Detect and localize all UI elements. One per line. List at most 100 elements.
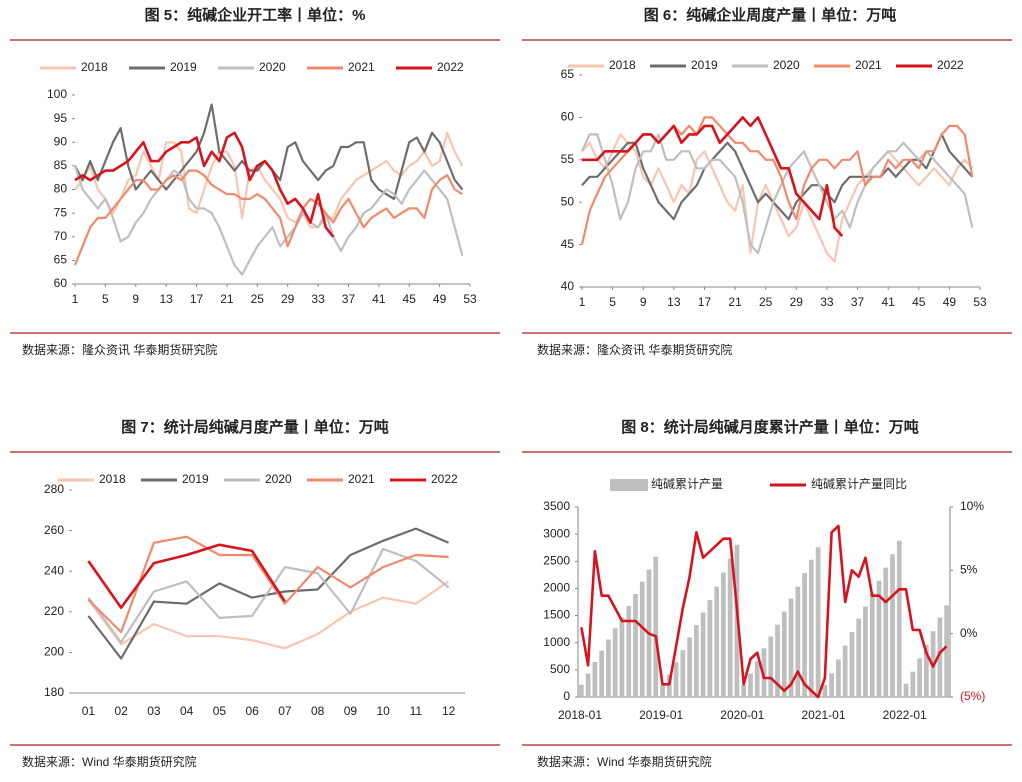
x-tick-label: 09 (344, 704, 358, 718)
bar (653, 556, 659, 697)
x-tick-label: 04 (180, 704, 194, 718)
x-tick-label: 53 (973, 295, 987, 309)
line (73, 169, 463, 266)
bar (626, 605, 632, 697)
legend-label: 2021 (855, 58, 882, 72)
bar (781, 611, 787, 697)
chart-title: 图 8：统计局纯碱月度累计产量丨单位：万吨 (621, 418, 919, 436)
legend-label: 纯碱累计产量同比 (811, 477, 907, 491)
bar (923, 644, 929, 697)
x-tick-label: 2019-01 (639, 708, 683, 722)
bar (795, 586, 801, 697)
bar (836, 659, 841, 697)
x-tick-label: 25 (759, 295, 773, 309)
legend-label: 2020 (265, 472, 292, 486)
bar (849, 632, 855, 697)
x-tick-label: 12 (442, 704, 456, 718)
y-tick-label: 65 (561, 67, 575, 81)
y-tick-label: 50 (561, 194, 575, 208)
x-tick-label: 2022-01 (883, 708, 927, 722)
y2-tick-label: 0% (960, 626, 978, 640)
x-tick-label: 07 (278, 704, 292, 718)
y-tick-label: 65 (54, 253, 68, 267)
bar (693, 625, 699, 697)
x-tick-label: 53 (463, 292, 477, 306)
bar (883, 567, 889, 697)
line (87, 535, 449, 634)
bar (910, 671, 916, 697)
bar (903, 683, 909, 697)
bar (619, 617, 625, 697)
x-tick-label: 45 (912, 295, 926, 309)
line (74, 131, 335, 238)
x-tick-label: 25 (251, 292, 265, 306)
line (87, 547, 450, 644)
x-tick-label: 03 (147, 704, 161, 718)
bar (842, 645, 848, 697)
x-tick-label: 01 (82, 704, 96, 718)
x-tick-label: 06 (245, 704, 259, 718)
x-tick-label: 49 (943, 295, 957, 309)
x-tick-label: 02 (114, 704, 128, 718)
bar (687, 637, 692, 697)
bar (788, 598, 794, 697)
line (582, 116, 844, 237)
x-tick-label: 9 (640, 295, 647, 309)
x-tick-label: 1 (579, 295, 586, 309)
y-tick-label: 80 (54, 182, 68, 196)
bar (754, 661, 760, 697)
legend-label: 2020 (259, 60, 286, 74)
bar (592, 662, 598, 697)
line (87, 527, 450, 660)
x-tick-label: 21 (220, 292, 234, 306)
x-tick-label: 13 (667, 295, 681, 309)
bar (666, 674, 672, 697)
legend-label: 2022 (437, 60, 464, 74)
bar (741, 684, 747, 697)
y-tick-label: 3000 (543, 526, 570, 540)
y-tick-label: 0 (563, 689, 570, 703)
line (581, 133, 974, 221)
legend-label: 2018 (81, 60, 108, 74)
bar (876, 580, 882, 697)
x-tick-label: 45 (403, 292, 417, 306)
x-tick-label: 5 (102, 292, 109, 306)
y2-tick-label: (5%) (960, 689, 985, 703)
line (74, 131, 464, 229)
bar (612, 628, 618, 697)
x-tick-label: 41 (881, 295, 895, 309)
bar (680, 650, 686, 697)
y-tick-label: 3500 (543, 499, 570, 513)
x-tick-label: 1 (72, 292, 79, 306)
bar (896, 540, 902, 697)
bar (761, 648, 767, 697)
y-tick-label: 90 (54, 134, 68, 148)
line (73, 165, 464, 276)
y-tick-label: 180 (44, 685, 64, 699)
legend-label: 2018 (99, 472, 126, 486)
y-tick-label: 40 (561, 279, 575, 293)
y-tick-label: 1500 (543, 608, 570, 622)
y-tick-label: 260 (44, 523, 64, 537)
y-tick-label: 240 (44, 563, 64, 577)
legend-label: 2018 (609, 58, 636, 72)
bar (579, 684, 584, 697)
bar (890, 554, 895, 697)
legend-label: 2022 (937, 58, 964, 72)
x-tick-label: 2021-01 (801, 708, 845, 722)
x-tick-label: 49 (433, 292, 447, 306)
y-tick-label: 85 (54, 158, 68, 172)
legend-label: 2021 (348, 472, 375, 486)
x-tick-label: 2020-01 (720, 708, 764, 722)
x-tick-label: 29 (281, 292, 295, 306)
bar (721, 572, 726, 697)
y2-tick-label: 10% (960, 499, 984, 513)
bar (808, 559, 814, 697)
x-tick-label: 2018-01 (558, 708, 602, 722)
chart-title: 图 5：纯碱企业开工率丨单位：% (145, 6, 366, 24)
x-tick-label: 41 (372, 292, 386, 306)
bar (714, 586, 720, 697)
y-tick-label: 75 (54, 205, 68, 219)
y-tick-label: 220 (44, 604, 64, 618)
